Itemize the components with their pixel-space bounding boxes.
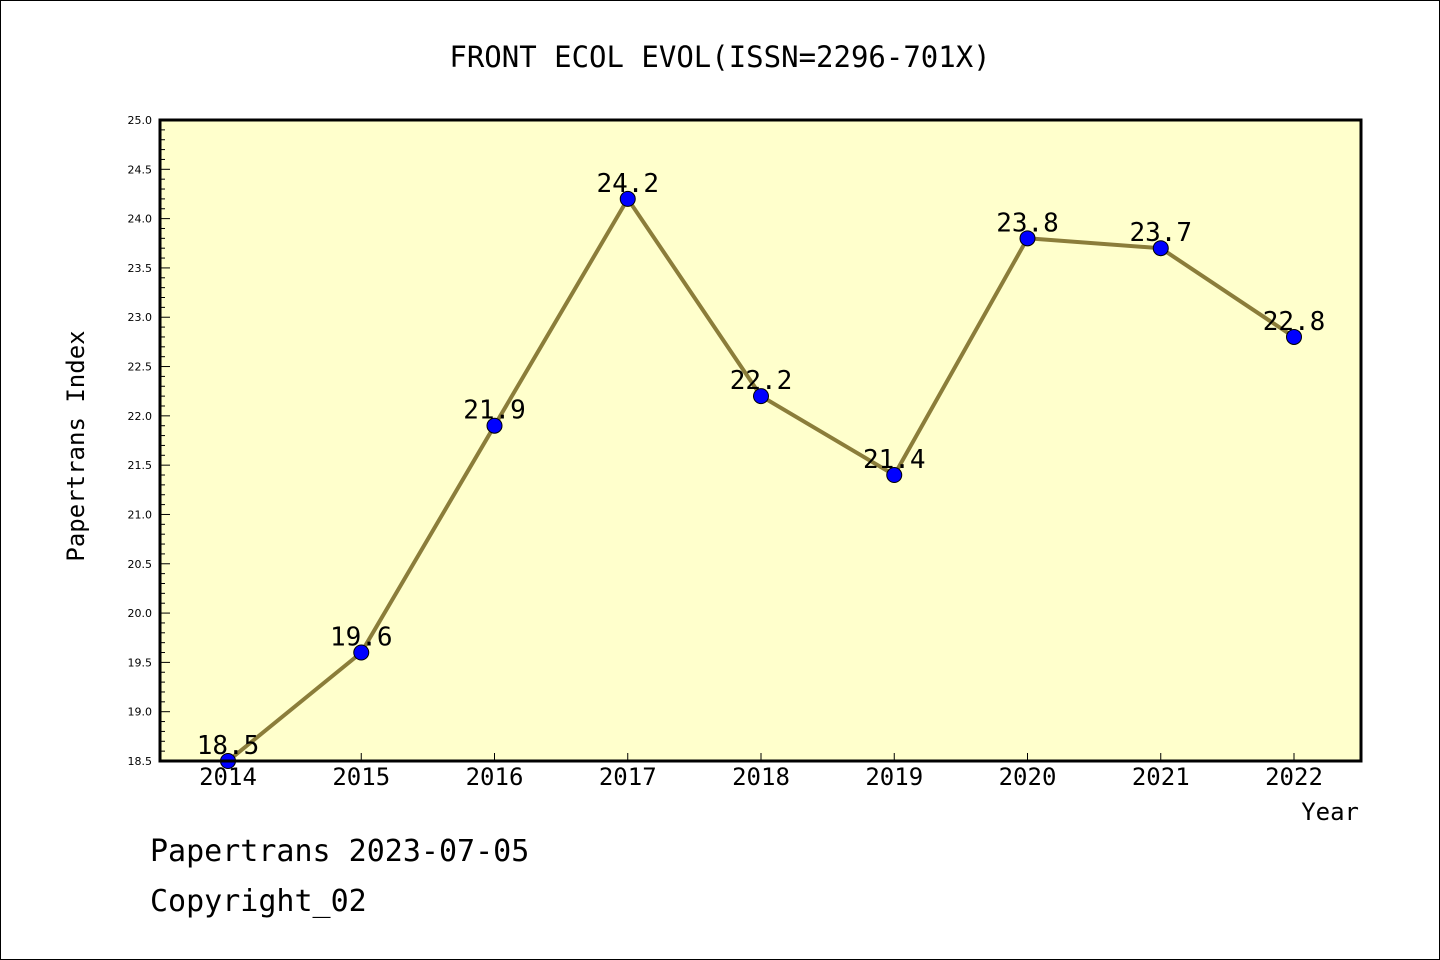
data-point bbox=[886, 467, 903, 484]
y-tick-label: 19.0 bbox=[128, 706, 153, 719]
data-point bbox=[353, 644, 370, 661]
x-tick-label: 2020 bbox=[999, 763, 1057, 791]
y-tick-label: 22.0 bbox=[128, 410, 153, 423]
data-label: 21.9 bbox=[463, 396, 526, 426]
data-label: 21.4 bbox=[863, 445, 926, 475]
y-tick-label: 19.5 bbox=[128, 656, 153, 669]
footer-copyright-line: Copyright_02 bbox=[150, 884, 367, 919]
x-tick-label: 2022 bbox=[1265, 763, 1323, 791]
x-axis-label: Year bbox=[1301, 798, 1359, 826]
data-point bbox=[1019, 230, 1036, 247]
y-tick-label: 25.0 bbox=[128, 114, 153, 127]
x-tick-label: 2021 bbox=[1132, 763, 1190, 791]
y-tick-label: 21.5 bbox=[128, 459, 153, 472]
x-tick-label: 2018 bbox=[732, 763, 790, 791]
x-tick-label: 2017 bbox=[599, 763, 657, 791]
x-axis: 2014 2015 2016 2017 2018 2019 2020 2021 2022 bbox=[199, 753, 1323, 791]
data-labels: 18.5 19.6 21.9 24.2 22.2 21.4 23.8 23.7 22.8 bbox=[197, 169, 1326, 761]
data-label: 19.6 bbox=[330, 623, 393, 653]
data-point bbox=[619, 190, 636, 207]
y-tick-label: 24.0 bbox=[128, 213, 153, 226]
y-tick-label: 21.0 bbox=[128, 508, 153, 521]
y-tick-label: 23.0 bbox=[128, 311, 153, 324]
plot-area bbox=[160, 120, 1361, 761]
data-label: 22.8 bbox=[1263, 307, 1326, 337]
y-tick-label: 18.5 bbox=[128, 755, 153, 768]
data-label: 22.2 bbox=[730, 366, 793, 396]
plot-border bbox=[158, 118, 1363, 763]
footer-date-line: Papertrans 2023-07-05 bbox=[150, 834, 530, 869]
x-tick-label: 2015 bbox=[332, 763, 390, 791]
chart-title: FRONT ECOL EVOL(ISSN=2296-701X) bbox=[449, 40, 990, 74]
data-point bbox=[753, 388, 769, 405]
y-tick-label: 23.5 bbox=[128, 262, 153, 275]
data-label: 23.7 bbox=[1129, 218, 1192, 248]
y-tick-label: 20.5 bbox=[128, 558, 153, 571]
y-tick-label: 24.5 bbox=[128, 163, 153, 176]
y-tick-label: 22.5 bbox=[128, 361, 153, 374]
x-tick-label: 2019 bbox=[865, 763, 923, 791]
y-tick-label: 20.0 bbox=[128, 607, 153, 620]
data-label: 18.5 bbox=[197, 731, 260, 761]
data-points bbox=[220, 190, 1302, 769]
x-tick-label: 2016 bbox=[466, 763, 524, 791]
data-point bbox=[486, 417, 503, 434]
data-label: 23.8 bbox=[996, 208, 1059, 238]
data-point bbox=[1286, 328, 1302, 345]
y-axis: 18.5 19.0 19.5 20.0 20.5 21.0 21.5 22.0 22.5 23.0… bbox=[128, 114, 170, 768]
y-axis-label: Papertrans Index bbox=[62, 330, 90, 561]
data-point bbox=[1152, 240, 1169, 257]
data-label: 24.2 bbox=[596, 169, 659, 199]
